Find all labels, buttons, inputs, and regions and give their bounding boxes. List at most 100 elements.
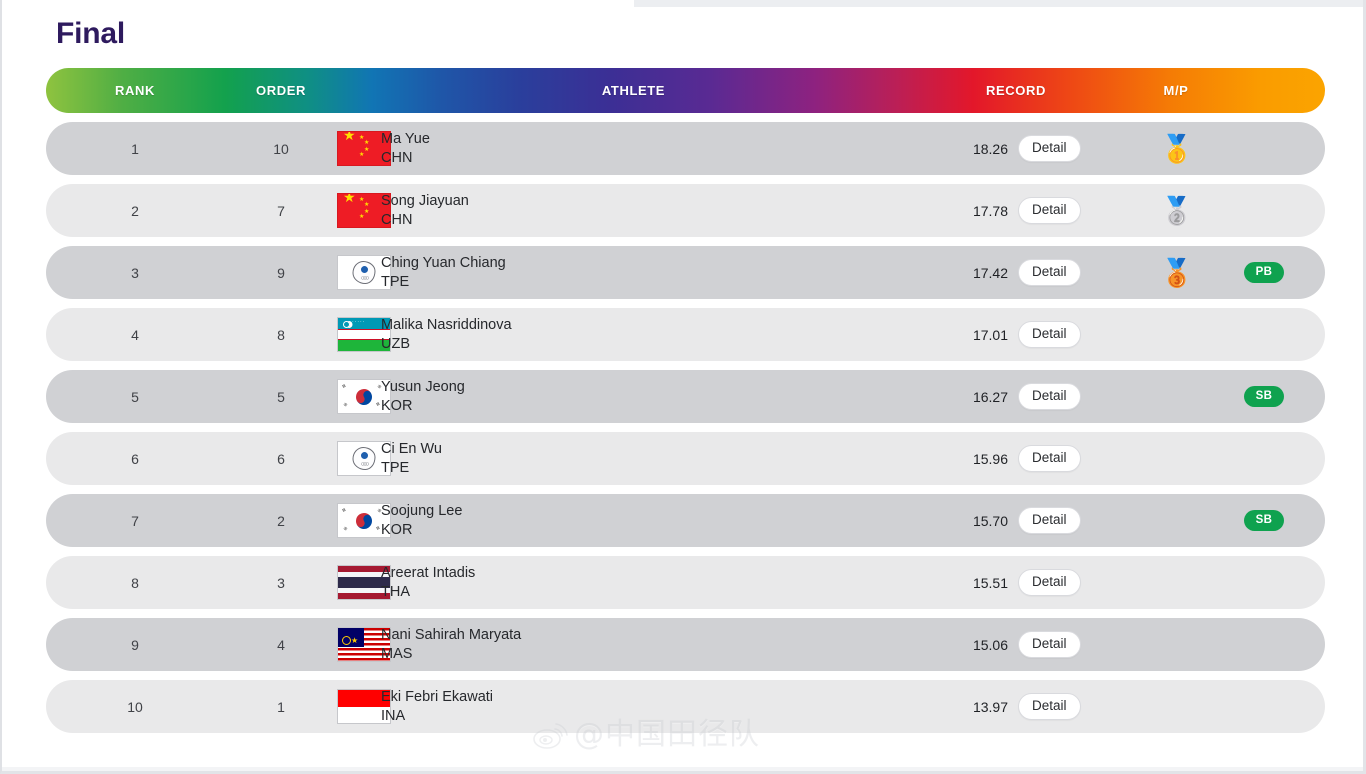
athlete-country: MAS [381,645,413,662]
cell-order: 8 [277,326,285,343]
flag-chn-icon: ★ ★ ★ ★ [337,131,391,166]
cell-record: 18.26 [972,140,1008,157]
cell-rank: 6 [131,450,139,467]
athlete-name: Soojung Lee [381,502,463,519]
cell-medal: 🥉 [1109,246,1245,299]
detail-button[interactable]: Detail [1018,445,1081,472]
table-row[interactable]: 10 1 Eki Febri Ekawati INA 13.97 Detail [46,680,1325,733]
athlete-name: Malika Nasriddinova [381,316,512,333]
cell-badge [1188,184,1340,237]
cell-record: 17.01 [972,326,1008,343]
status-badge: SB [1244,386,1284,407]
detail-button[interactable]: Detail [1018,569,1081,596]
cell-record: 17.78 [972,202,1008,219]
cell-athlete: Areerat Intadis THA [381,556,851,609]
cell-detail: Detail [1018,432,1108,485]
cell-order: 7 [277,202,285,219]
table-row[interactable]: 5 5 ≡ ≡ ≡ ≡ Yusun Jeong KOR 16.27 Detail SB [46,370,1325,423]
gold-medal-icon: 🥇 [1160,133,1194,164]
cell-flag: ★ ★ ★ ★ [309,122,419,175]
cell-flag: ≡ ≡ ≡ ≡ [309,370,419,423]
detail-button[interactable]: Detail [1018,259,1081,286]
flag-tpe-icon: ○○○ [337,441,391,476]
table-row[interactable]: 4 8 ····· Malika Nasriddinova UZB 17.01 Detail [46,308,1325,361]
athlete-country: UZB [381,335,410,352]
athlete-country: TPE [381,459,410,476]
cell-record: 15.96 [972,450,1008,467]
flag-kor-icon: ≡ ≡ ≡ ≡ [337,503,391,538]
cell-detail: Detail [1018,122,1108,175]
cell-rank: 4 [131,326,139,343]
flag-tha-icon [337,565,391,600]
flag-uzb-icon: ····· [337,317,391,352]
athlete-name: Song Jiayuan [381,192,469,209]
cell-badge [1188,618,1340,671]
cell-detail: Detail [1018,494,1108,547]
cell-badge: PB [1188,246,1340,299]
athlete-name: Eki Febri Ekawati [381,688,494,705]
cell-athlete: Ching Yuan Chiang TPE [381,246,851,299]
bronze-medal-icon: 🥉 [1160,257,1194,288]
cell-rank: 1 [131,140,139,157]
table-row[interactable]: 1 10 ★ ★ ★ ★ Ma Yue CHN 18.26 Detail 🥇 [46,122,1325,175]
athlete-country: TPE [381,273,410,290]
detail-button[interactable]: Detail [1018,135,1081,162]
table-row[interactable]: 9 4 ★ Nani Sahirah Maryata MAS 15.06 Detail [46,618,1325,671]
athlete-name: Ching Yuan Chiang [381,254,506,271]
cell-flag [309,680,419,733]
cell-detail: Detail [1018,680,1108,733]
flag-ina-icon [337,689,391,724]
cell-order: 3 [277,574,285,591]
athlete-country: CHN [381,211,413,228]
table-row[interactable]: 8 3 Areerat Intadis THA 15.51 Detail [46,556,1325,609]
cell-order: 9 [277,264,285,281]
cell-order: 10 [273,140,289,157]
detail-button[interactable]: Detail [1018,631,1081,658]
cell-rank: 2 [131,202,139,219]
cell-flag: ★ ★ ★ ★ [309,184,419,237]
cell-flag: ★ [309,618,419,671]
table-row[interactable]: 2 7 ★ ★ ★ ★ Song Jiayuan CHN 17.78 Detail 🥈 [46,184,1325,237]
detail-button[interactable]: Detail [1018,507,1081,534]
athlete-country: KOR [381,397,413,414]
top-band [634,0,1363,7]
cell-badge [1188,122,1340,175]
cell-athlete: Soojung Lee KOR [381,494,851,547]
table-row[interactable]: 7 2 ≡ ≡ ≡ ≡ Soojung Lee KOR 15.70 Detail SB [46,494,1325,547]
cell-record: 16.27 [972,388,1008,405]
detail-button[interactable]: Detail [1018,197,1081,224]
cell-detail: Detail [1018,618,1108,671]
column-header-record: RECORD [986,83,1046,98]
cell-flag: ○○○ [309,246,419,299]
cell-badge [1188,680,1340,733]
cell-athlete: Nani Sahirah Maryata MAS [381,618,851,671]
detail-button[interactable]: Detail [1018,383,1081,410]
status-badge: PB [1244,262,1284,283]
cell-order: 1 [277,698,285,715]
results-table: RANK ORDER ATHLETE RECORD M/P 1 10 ★ ★ ★ ★ Ma … [46,68,1325,733]
cell-record: 15.51 [972,574,1008,591]
cell-rank: 8 [131,574,139,591]
flag-tpe-icon: ○○○ [337,255,391,290]
detail-button[interactable]: Detail [1018,693,1081,720]
athlete-name: Areerat Intadis [381,564,476,581]
flag-chn-icon: ★ ★ ★ ★ [337,193,391,228]
athlete-country: CHN [381,149,413,166]
athlete-name: Nani Sahirah Maryata [381,626,522,643]
cell-record: 17.42 [972,264,1008,281]
detail-button[interactable]: Detail [1018,321,1081,348]
cell-record: 15.06 [972,636,1008,653]
cell-athlete: Song Jiayuan CHN [381,184,851,237]
cell-athlete: Ma Yue CHN [381,122,851,175]
cell-order: 2 [277,512,285,529]
column-header-order: ORDER [256,83,306,98]
cell-detail: Detail [1018,370,1108,423]
cell-badge: SB [1188,494,1340,547]
cell-athlete: Malika Nasriddinova UZB [381,308,851,361]
cell-medal: 🥈 [1109,184,1245,237]
table-row[interactable]: 6 6 ○○○ Ci En Wu TPE 15.96 Detail [46,432,1325,485]
table-row[interactable]: 3 9 ○○○ Ching Yuan Chiang TPE 17.42 Detail 🥉 PB [46,246,1325,299]
cell-rank: 7 [131,512,139,529]
cell-detail: Detail [1018,184,1108,237]
